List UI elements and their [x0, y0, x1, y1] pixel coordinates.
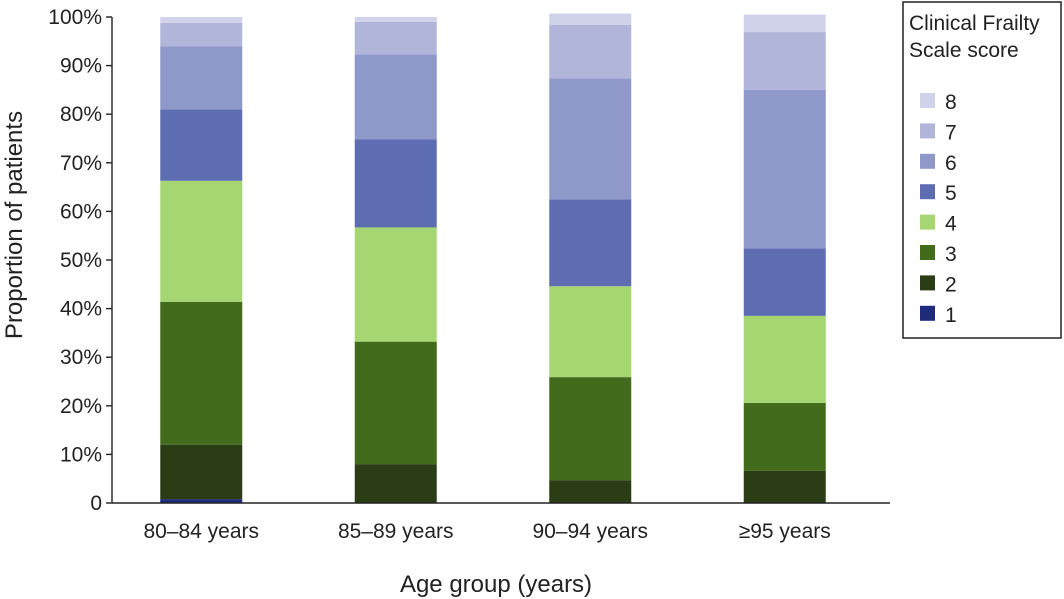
bar-segment-score-5: [160, 109, 243, 181]
legend-swatch-score-5: [920, 184, 935, 200]
legend-swatch-score-3: [920, 245, 935, 260]
bar-segment-score-7: [354, 21, 437, 55]
y-axis-title: Proportion of patients: [1, 111, 28, 339]
bar-segment-score-2: [743, 470, 826, 503]
legend-label-score-2: 2: [945, 273, 957, 296]
legend-label-score-8: 8: [945, 91, 957, 114]
x-tick-label: 90–94 years: [532, 520, 648, 543]
bar-segment-score-3: [160, 301, 243, 445]
y-tick-label: 60%: [60, 200, 102, 223]
bar-segment-score-7: [743, 32, 826, 90]
legend-label-score-7: 7: [945, 121, 957, 144]
y-tick-label: 30%: [60, 346, 102, 369]
y-tick-label: 20%: [60, 395, 102, 418]
legend-swatch-score-7: [920, 123, 935, 139]
y-tick-label: 40%: [60, 298, 102, 321]
bar-segment-score-8: [160, 17, 243, 23]
legend-label-score-3: 3: [945, 243, 957, 266]
legend-swatch-score-1: [920, 305, 935, 321]
legend-swatch-score-2: [920, 275, 935, 291]
bar-segment-score-4: [743, 315, 826, 403]
bar-segment-score-4: [160, 180, 243, 302]
bar-segment-score-3: [549, 377, 632, 481]
bar-segment-score-8: [743, 14, 826, 33]
legend-title-line-2: Scale score: [909, 39, 1019, 62]
bar-segment-score-6: [354, 54, 437, 140]
x-tick-label: ≥95 years: [739, 520, 831, 543]
bar-segment-score-5: [743, 248, 826, 316]
y-tick-label: 100%: [48, 6, 102, 29]
legend-swatch-score-8: [920, 93, 935, 108]
bar-segment-score-7: [549, 24, 632, 79]
bar-segment-score-2: [354, 464, 437, 503]
bar-stack: [354, 17, 437, 503]
x-axis-title: Age group (years): [400, 571, 592, 598]
legend-swatch-score-4: [920, 214, 935, 230]
bar-stack: [160, 17, 243, 503]
y-tick-label: 0: [90, 492, 102, 515]
bar-segment-score-7: [160, 22, 243, 47]
y-tick-label: 70%: [60, 152, 102, 175]
x-tick-label: 85–89 years: [338, 520, 454, 543]
bar-segment-score-5: [549, 199, 632, 287]
bar-segment-score-2: [549, 480, 632, 503]
y-tick-label: 10%: [60, 443, 102, 466]
bar-segment-score-5: [354, 139, 437, 228]
legend-swatch-score-6: [920, 153, 935, 169]
legend: Clinical Frailty Scale score 8 7 6 5 4 3 2 1: [902, 1, 1062, 339]
bar-segment-score-6: [743, 89, 826, 249]
legend-title-line-1: Clinical Frailty: [909, 12, 1040, 35]
bar-segment-score-3: [354, 341, 437, 465]
bar-segment-score-4: [549, 286, 632, 378]
bar-segment-score-8: [549, 13, 632, 25]
bar-segment-score-6: [160, 46, 243, 110]
bar-segment-score-8: [354, 17, 437, 22]
x-tick-label: 80–84 years: [143, 520, 259, 543]
legend-box: [902, 1, 1062, 339]
bar-segment-score-3: [743, 402, 826, 471]
y-tick-label: 80%: [60, 103, 102, 126]
bar-segment-score-2: [160, 444, 243, 500]
legend-label-score-4: 4: [945, 213, 957, 236]
y-tick-label: 50%: [60, 249, 102, 272]
bar-segment-score-1: [160, 499, 243, 503]
bar-segment-score-6: [549, 78, 632, 200]
legend-label-score-6: 6: [945, 152, 957, 175]
legend-label-score-5: 5: [945, 182, 957, 205]
legend-label-score-1: 1: [945, 304, 957, 327]
y-tick-label: 90%: [60, 55, 102, 78]
bar-stack: [549, 13, 632, 503]
bar-segment-score-4: [354, 227, 437, 342]
bar-stack: [743, 14, 826, 503]
